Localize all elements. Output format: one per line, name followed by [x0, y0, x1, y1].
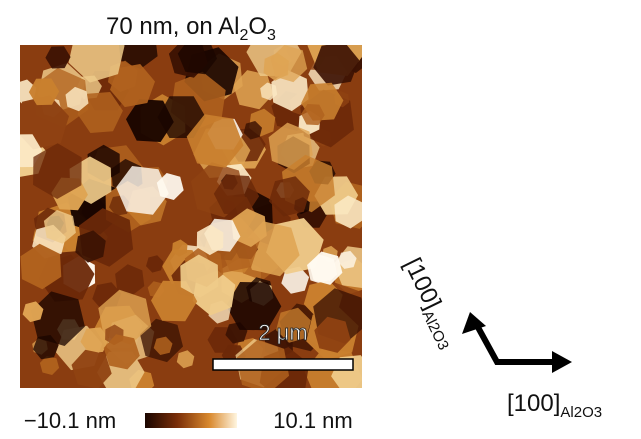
- arrow-lines: [474, 320, 562, 362]
- direction-label: [100]Al2O3: [507, 390, 602, 421]
- direction-label: [100]Al2O3: [395, 254, 465, 353]
- title: 70 nm, on Al2O3: [106, 13, 276, 44]
- afm-image: [0, 22, 379, 402]
- arrow-head: [552, 351, 572, 373]
- colorbar: [145, 413, 237, 428]
- colorbar-max: 10.1 nm: [273, 408, 353, 433]
- figure: 70 nm, on Al2O3 2 μm −10.1 nm 10.1 nm [1…: [0, 0, 641, 439]
- scale-bar-label: 2 μm: [258, 320, 307, 345]
- colorbar-min: −10.1 nm: [24, 408, 116, 433]
- scale-bar: [213, 359, 353, 370]
- direction-arrows: [462, 312, 572, 373]
